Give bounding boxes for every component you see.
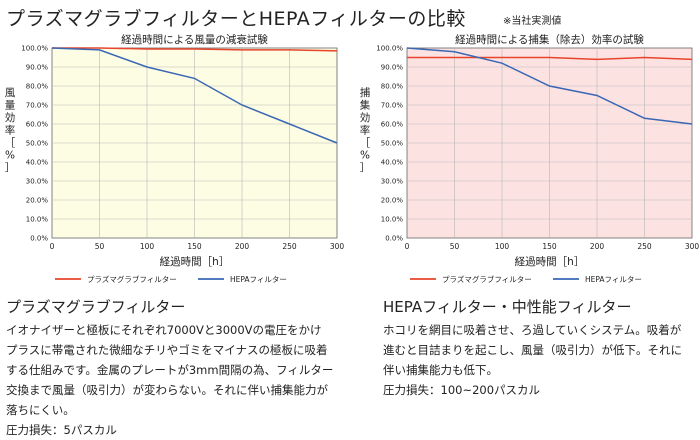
plasma-series-line xyxy=(52,47,338,52)
x-tick-label: 300 xyxy=(685,242,700,251)
hepa-description: HEPAフィルター・中性能フィルター ホコリを網目に吸着させ、ろ過していくシステ… xyxy=(383,296,700,400)
x-tick-label: 0 xyxy=(405,242,410,251)
y-tick-label: 30.0% xyxy=(26,178,49,186)
measurement-note: ※当社実測値 xyxy=(503,16,562,27)
chart-title: 経過時間による風量の減衰試験 xyxy=(121,33,268,46)
plasma-line: 圧力損失：5パスカル xyxy=(6,423,117,437)
legend-label: プラズマグラブフィルター xyxy=(87,274,177,284)
x-tick-label: 50 xyxy=(450,242,460,251)
hepa-series-line xyxy=(406,47,693,125)
y-axis-label-char: ］ xyxy=(360,162,371,174)
y-tick-label: 90.0% xyxy=(26,64,49,72)
x-tick-label: 0 xyxy=(50,242,55,251)
hepa-line: 圧力損失：100~200パスカル xyxy=(383,383,541,397)
y-tick-label: 70.0% xyxy=(26,102,49,110)
x-tick-label: 150 xyxy=(542,242,557,251)
y-tick-label: 80.0% xyxy=(26,83,49,91)
y-axis-label-char: 捕 xyxy=(360,86,371,99)
y-axis-label-char: ［ xyxy=(5,137,16,149)
hepa-series-line xyxy=(51,47,338,144)
y-tick-label: 20.0% xyxy=(381,197,404,205)
x-tick-label: 100 xyxy=(140,242,155,251)
y-axis-label: 捕集効率［%］ xyxy=(360,86,371,174)
y-axis-label-char: 量 xyxy=(5,100,16,112)
airflow-decay-chart: 経過時間による風量の減衰試験 0.0% 10.0% 20.0% 30.0% 40.0% 50… xyxy=(5,33,345,284)
y-axis-label-char: ［ xyxy=(360,137,371,149)
x-tick-label: 250 xyxy=(282,242,297,251)
x-tick-label: 250 xyxy=(637,242,652,251)
x-tick-label: 50 xyxy=(95,242,105,251)
y-axis-label-char: 効 xyxy=(5,111,16,124)
hepa-line: ホコリを網目に吸着させ、ろ過していくシステム。吸着が xyxy=(383,323,682,337)
plasma-line: 交換まで風量（吸引力）が変わらない。それに伴い捕集能力が xyxy=(6,383,328,397)
y-tick-label: 50.0% xyxy=(26,140,49,148)
y-tick-label: 90.0% xyxy=(381,64,404,72)
plasma-line: イオナイザーと極板にそれぞれ7000Vと3000Vの電圧をかけ xyxy=(6,323,322,337)
y-axis-label-char: 効 xyxy=(360,111,371,124)
y-axis-label-char: 率 xyxy=(5,124,16,137)
plasma-line: プラスに帯電された微細なチリやゴミをマイナスの極板に吸着 xyxy=(6,343,328,357)
capture-efficiency-chart: 経過時間による捕集（除去）効率の試験 0.0% 10.0% 20.0% 30.0% 40.… xyxy=(360,33,700,284)
y-tick-label: 100.0% xyxy=(21,45,48,53)
plasma-series-line xyxy=(407,56,693,61)
y-tick-label: 60.0% xyxy=(26,121,49,129)
y-axis-label-char: ］ xyxy=(5,162,16,174)
plasma-description: プラズマグラブフィルター イオナイザーと極板にそれぞれ7000Vと3000Vの電… xyxy=(6,296,346,440)
x-tick-label: 150 xyxy=(187,242,202,251)
y-tick-label: 80.0% xyxy=(381,83,404,91)
y-tick-label: 10.0% xyxy=(26,216,49,224)
y-axis-label-char: 風 xyxy=(5,87,16,99)
hepa-heading: HEPAフィルター・中性能フィルター xyxy=(383,298,632,316)
y-tick-label: 40.0% xyxy=(381,159,404,167)
plasma-line: 落ちにくい。 xyxy=(6,403,75,417)
y-tick-label: 50.0% xyxy=(381,140,404,148)
y-tick-label: 40.0% xyxy=(26,159,49,167)
plasma-line: する仕組みです。金属のプレートが3mm間隔の為、フィルター xyxy=(6,363,334,377)
y-tick-label: 10.0% xyxy=(381,216,404,224)
x-axis-label: 経過時間［h］ xyxy=(515,255,585,268)
y-tick-label: 100.0% xyxy=(376,45,403,53)
chart-title: 経過時間による捕集（除去）効率の試験 xyxy=(455,33,644,46)
y-tick-label: 30.0% xyxy=(381,178,404,186)
x-tick-label: 100 xyxy=(495,242,510,251)
y-tick-label: 70.0% xyxy=(381,102,404,110)
plasma-heading: プラズマグラブフィルター xyxy=(6,298,186,316)
y-tick-label: 0.0% xyxy=(30,235,48,243)
y-axis-label-char: 率 xyxy=(360,124,371,137)
y-tick-label: 0.0% xyxy=(385,235,403,243)
y-tick-label: 60.0% xyxy=(381,121,404,129)
page-title: プラズマグラブフィルターとHEPAフィルターの比較 xyxy=(6,8,466,30)
x-axis-label: 経過時間［h］ xyxy=(160,255,230,268)
x-tick-label: 300 xyxy=(330,242,345,251)
legend-label: HEPAフィルター xyxy=(230,275,287,284)
x-tick-label: 200 xyxy=(235,242,250,251)
x-tick-label: 200 xyxy=(590,242,605,251)
y-axis-label-char: 集 xyxy=(360,99,371,112)
hepa-line: 伴い捕集能力も低下。 xyxy=(383,363,498,377)
y-axis-label-char: % xyxy=(360,150,370,162)
legend-label: プラズマグラブフィルター xyxy=(442,274,532,284)
legend-label: HEPAフィルター xyxy=(585,275,642,284)
hepa-line: 進むと目詰まりを起こし、風量（吸引力）が低下。それに xyxy=(383,343,682,357)
y-axis-label: 風量効率［%］ xyxy=(5,87,16,174)
y-axis-label-char: % xyxy=(5,150,15,162)
y-tick-label: 20.0% xyxy=(26,197,49,205)
